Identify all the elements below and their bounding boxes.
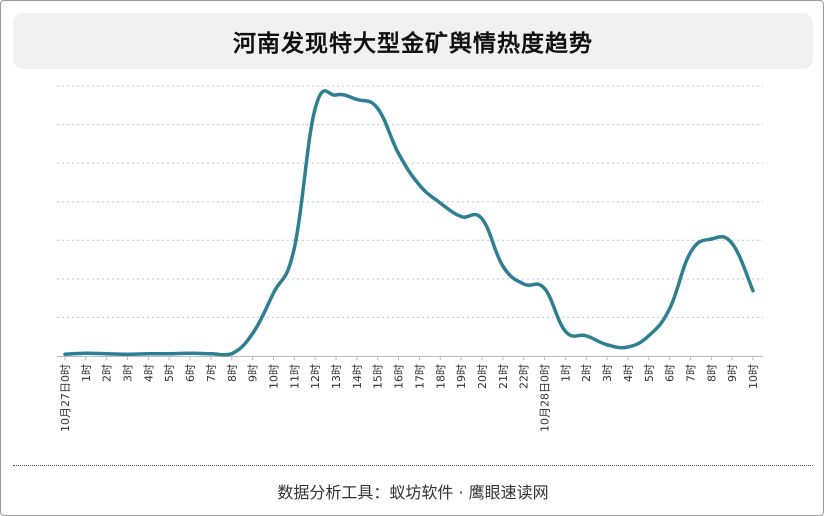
x-tick-label: 5时 [163,364,176,382]
x-tick-label: 4时 [142,364,155,382]
x-tick-label: 19时 [455,364,468,389]
x-tick-label: 3时 [601,364,614,382]
x-tick-label: 8时 [226,364,239,382]
x-tick-label: 20时 [476,364,489,389]
title-bar: 河南发现特大型金矿舆情热度趋势 [13,13,813,69]
x-tick-label: 6时 [664,364,677,382]
x-tick-label: 1时 [559,364,572,382]
grid-lines [57,85,763,318]
x-tick-label: 9时 [726,364,739,382]
x-tick-label: 2时 [101,364,114,382]
x-tick-label: 7时 [684,364,697,382]
x-tick-label: 10月28日0时 [539,364,552,432]
x-tick-label: 7时 [205,364,218,382]
x-tick-label: 10时 [747,364,760,389]
heat-trend-chart: 10月27日0时 1时 2时 3时 4时 5时 6时 7时 8时 9时 10时 11时 12时 13时 14… [57,85,763,432]
x-tick-label: 21时 [497,364,510,389]
x-tick-label: 17时 [413,364,426,389]
x-tick-label: 22时 [518,364,531,389]
x-tick-label: 5时 [643,364,656,382]
chart-title: 河南发现特大型金矿舆情热度趋势 [233,31,593,57]
source-prefix: 数据分析工具： [277,483,390,502]
x-tick-label: 8时 [705,364,718,382]
x-tick-label: 11时 [288,364,301,389]
footer-divider [13,465,813,466]
x-tick-label: 12时 [309,364,322,389]
x-tick-label: 16时 [393,364,406,389]
x-tick-label: 15时 [372,364,385,389]
x-tick-label: 13时 [330,364,343,389]
x-tick-label: 1时 [80,364,93,382]
series-line [63,89,755,357]
x-tick-label: 9时 [247,364,260,382]
source-tools: 蚁坊软件 · 鹰眼速读网 [389,483,549,502]
data-source-note: 数据分析工具：蚁坊软件 · 鹰眼速读网 [1,479,824,503]
x-tick-label: 10月27日0时 [59,364,72,432]
x-tick-label: 4时 [622,364,635,382]
x-tick-label: 18时 [434,364,447,389]
x-axis-ticks: 10月27日0时 1时 2时 3时 4时 5时 6时 7时 8时 9时 10时 11时 12时 13时 14… [59,356,760,432]
x-tick-label: 10时 [267,364,280,389]
x-tick-label: 14时 [351,364,364,389]
data-points [64,94,755,356]
x-tick-label: 3时 [122,364,135,382]
x-tick-label: 6时 [184,364,197,382]
x-tick-label: 2时 [580,364,593,382]
